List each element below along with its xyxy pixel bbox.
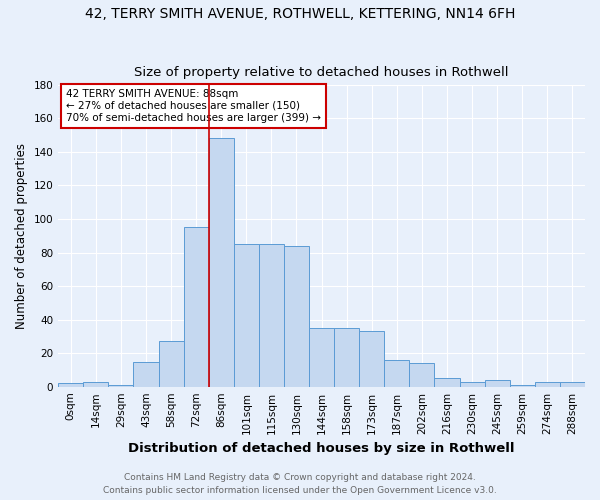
- Bar: [359, 332, 385, 386]
- Bar: [485, 380, 510, 386]
- Bar: [209, 138, 234, 386]
- Bar: [109, 385, 133, 386]
- Bar: [385, 360, 409, 386]
- Bar: [535, 382, 560, 386]
- Bar: [133, 362, 158, 386]
- Bar: [259, 244, 284, 386]
- Bar: [83, 382, 109, 386]
- X-axis label: Distribution of detached houses by size in Rothwell: Distribution of detached houses by size …: [128, 442, 515, 455]
- Bar: [309, 328, 334, 386]
- Text: 42, TERRY SMITH AVENUE, ROTHWELL, KETTERING, NN14 6FH: 42, TERRY SMITH AVENUE, ROTHWELL, KETTER…: [85, 8, 515, 22]
- Text: Contains HM Land Registry data © Crown copyright and database right 2024.
Contai: Contains HM Land Registry data © Crown c…: [103, 474, 497, 495]
- Bar: [560, 382, 585, 386]
- Title: Size of property relative to detached houses in Rothwell: Size of property relative to detached ho…: [134, 66, 509, 80]
- Bar: [409, 363, 434, 386]
- Bar: [184, 228, 209, 386]
- Bar: [510, 385, 535, 386]
- Bar: [334, 328, 359, 386]
- Text: 42 TERRY SMITH AVENUE: 88sqm
← 27% of detached houses are smaller (150)
70% of s: 42 TERRY SMITH AVENUE: 88sqm ← 27% of de…: [66, 90, 321, 122]
- Bar: [158, 342, 184, 386]
- Bar: [234, 244, 259, 386]
- Bar: [434, 378, 460, 386]
- Bar: [460, 382, 485, 386]
- Bar: [284, 246, 309, 386]
- Y-axis label: Number of detached properties: Number of detached properties: [15, 143, 28, 329]
- Bar: [58, 384, 83, 386]
